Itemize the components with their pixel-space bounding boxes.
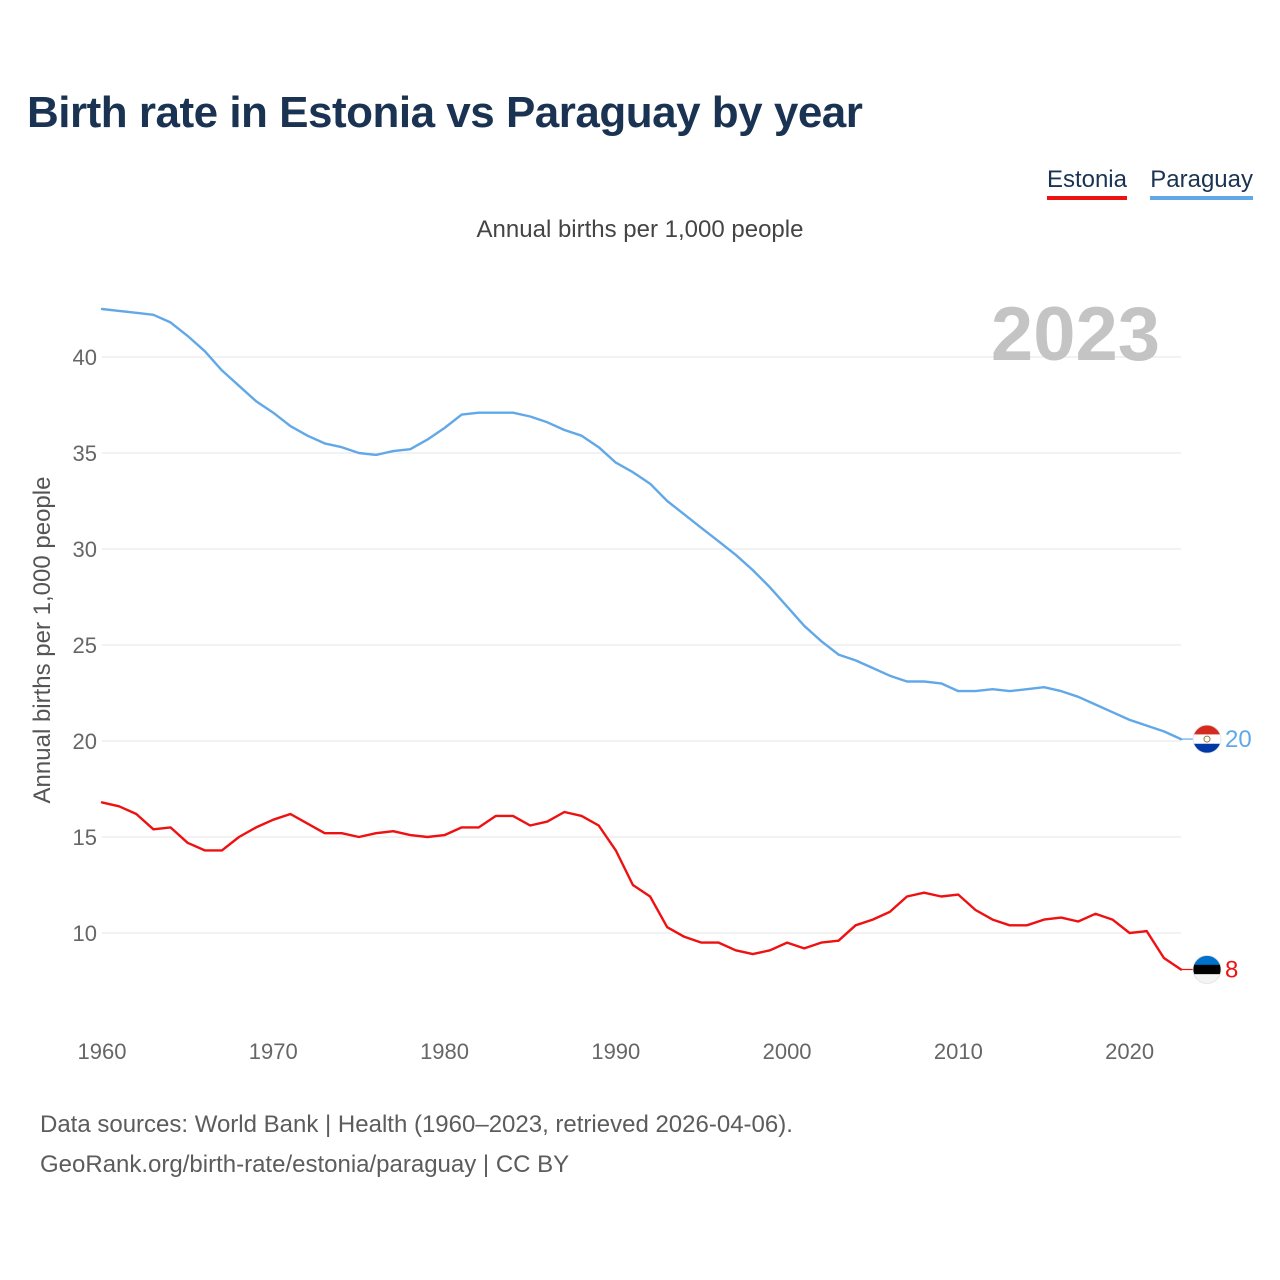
footer-sources: Data sources: World Bank | Health (1960–…: [40, 1111, 793, 1138]
legend-item-paraguay[interactable]: Paraguay: [1150, 166, 1253, 200]
footer: Data sources: World Bank | Health (1960–…: [40, 1105, 793, 1185]
end-markers: 20 8: [1181, 724, 1252, 984]
current-year-label: 2023: [991, 292, 1160, 377]
series-lines: [100, 307, 1183, 971]
y-axis-ticks: 10 15 20 25 30 35 40: [73, 345, 97, 946]
y-tick-label-10: 10: [73, 921, 97, 946]
y-tick-label-35: 35: [73, 441, 97, 466]
chart-title: Birth rate in Estonia vs Paraguay by yea…: [27, 88, 863, 137]
x-axis-ticks: 1960 1970 1980 1990 2000 2010 2020: [78, 1039, 1155, 1064]
end-value-label-estonia: 8: [1225, 956, 1238, 983]
y-tick-label-20: 20: [73, 729, 97, 754]
x-tick-label-1960: 1960: [78, 1039, 127, 1064]
y-tick-label-15: 15: [73, 825, 97, 850]
x-tick-label-2000: 2000: [763, 1039, 812, 1064]
series-line-estonia[interactable]: [100, 801, 1183, 971]
legend-item-estonia[interactable]: Estonia: [1046, 166, 1127, 200]
x-tick-label-1980: 1980: [420, 1039, 469, 1064]
y-tick-label-40: 40: [73, 345, 97, 370]
x-tick-label-2020: 2020: [1105, 1039, 1154, 1064]
x-tick-label-1970: 1970: [249, 1039, 298, 1064]
series-line-paraguay[interactable]: [100, 307, 1183, 741]
y-axis-label: Annual births per 1,000 people: [29, 477, 56, 804]
end-value-label-paraguay: 20: [1225, 726, 1252, 753]
x-tick-label-2010: 2010: [934, 1039, 983, 1064]
flag-paraguay-icon: [1192, 724, 1222, 754]
y-tick-label-30: 30: [73, 537, 97, 562]
footer-attribution: GeoRank.org/birth-rate/estonia/paraguay …: [40, 1151, 570, 1178]
gridlines: [102, 356, 1181, 934]
flag-estonia-icon: [1192, 955, 1222, 984]
y-tick-label-25: 25: [73, 633, 97, 658]
x-tick-label-1990: 1990: [591, 1039, 640, 1064]
chart-subtitle: Annual births per 1,000 people: [476, 216, 804, 243]
